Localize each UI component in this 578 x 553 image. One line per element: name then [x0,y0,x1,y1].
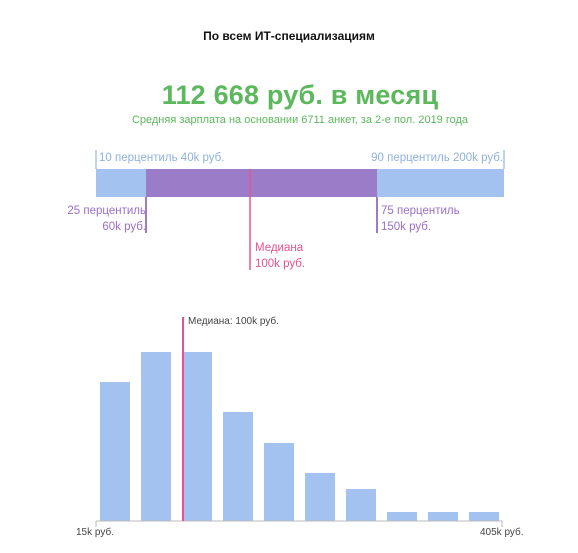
histogram-bar-5 [264,443,294,521]
p10-label: 10 перцентиль 40k руб. [99,152,225,164]
p25-label-value: 60k руб. [102,221,146,233]
median-label: Медиана 100k руб. [255,240,305,272]
median-label-title: Медиана [255,242,304,254]
x-axis-max-label: 405k руб. [480,527,524,538]
p90-label: 90 перцентиль 200k руб. [371,152,503,164]
histogram-bar-4 [223,412,253,521]
histogram-bar-3 [182,352,212,521]
average-salary-subtitle: Средняя зарплата на основании 6711 анкет… [131,114,469,126]
histogram-bar-10 [469,512,499,521]
p25-p75-range-bar [146,169,377,197]
median-label-value: 100k руб. [255,258,306,270]
p75-label: 75 перцентиль 150k руб. [381,203,460,235]
histogram-bar-1 [100,382,130,521]
x-axis-min-label: 15k руб. [76,527,114,538]
histogram-median-label: Медиана: 100k руб. [188,316,279,327]
p25-label: 25 перцентиль 60k руб. [67,203,146,235]
p75-label-value: 150k руб. [381,221,432,233]
histogram-bar-6 [305,473,335,521]
average-salary-headline: 112 668 руб. в месяц [161,80,439,110]
histogram-bar-8 [387,512,417,521]
histogram-bar-2 [141,352,171,521]
p25-label-title: 25 перцентиль [67,205,146,217]
histogram-bars [100,352,499,521]
histogram-bar-9 [428,512,458,521]
page-title: По всем ИТ-специализациям [203,29,375,43]
histogram-bar-7 [346,489,376,521]
p75-label-title: 75 перцентиль [381,205,460,217]
